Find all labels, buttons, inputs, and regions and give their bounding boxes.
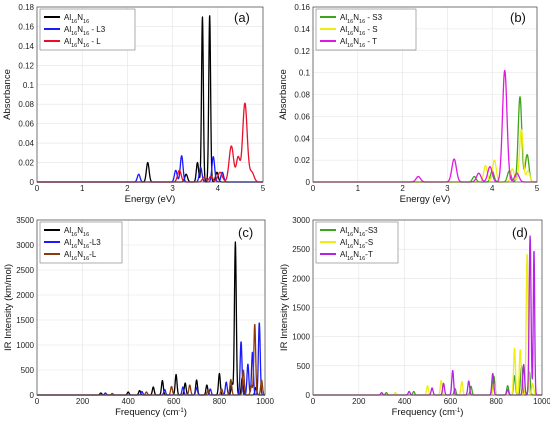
x-tick-label: 3 [445,184,450,193]
y-tick-label: 0.12 [18,61,34,70]
y-tick-label: 1000 [292,333,310,342]
x-tick-label: 1 [356,184,361,193]
y-tick-label: 2000 [292,274,310,283]
panel-tag: (c) [238,225,253,240]
x-tick-label: 400 [398,397,412,406]
y-tick-label: 0.18 [18,3,34,12]
y-tick-label: 0.06 [294,112,310,121]
x-tick-label: 5 [535,184,540,193]
y-tick-label: 2500 [292,245,310,254]
y-tick-label: 0.04 [18,139,34,148]
y-tick-label: 2000 [16,291,34,300]
y-tick-label: 0.16 [294,3,310,12]
x-tick-label: 4 [490,184,495,193]
y-axis-title: Absorbance [278,69,289,120]
x-tick-label: 200 [76,397,90,406]
x-tick-label: 800 [490,397,504,406]
x-axis-title: Frequency (cm-1) [392,407,464,418]
y-tick-label: 0.04 [294,134,310,143]
x-tick-label: 5 [261,184,266,193]
panel-a: 0 1 2 3 4 5 0 0.02 0.04 0.06 0.08 0.1 0.12 0.14 0.16 0.… [2,3,266,205]
y-axis-title: IR Intensity (km/mol) [279,264,290,351]
panel-tag: (a) [234,10,250,25]
panel-c: 0 200 400 600 800 1000 0 500 1000 1500 2000 2500 300… [3,216,274,418]
y-tick-label: 0.1 [299,69,311,78]
x-tick-label: 800 [213,397,227,406]
x-tick-label: 0 [35,184,40,193]
x-tick-label: 1000 [533,397,550,406]
y-tick-label: 0.14 [18,42,34,51]
panel-b: 0 1 2 3 4 5 0 0.02 0.04 0.06 0.08 0.1 0.12 0.14 0.16 En… [278,3,540,205]
legend-label: Al16N16 [64,226,89,238]
x-tick-label: 600 [444,397,458,406]
series-group [312,69,538,183]
x-tick-label: 1 [80,184,85,193]
y-tick-label: 0.06 [18,120,34,129]
y-axis-title: IR Intensity (km/mol) [3,264,14,351]
y-tick-label: 1500 [292,304,310,313]
y-axis-title: Absorbance [2,69,13,120]
y-tick-label: 0.08 [18,100,34,109]
panel-tag: (b) [510,10,526,25]
y-tick-label: 500 [21,366,35,375]
x-axis-title: Frequency (cm-1) [115,407,187,418]
x-tick-label: 4 [216,184,221,193]
series-group [36,241,266,396]
series-line-3 [36,324,266,396]
x-axis-title: Energy (eV) [125,194,176,205]
x-tick-label: 2 [400,184,405,193]
plot-frame [36,219,266,396]
plot-frame [36,6,264,183]
y-tick-label: 3000 [292,216,310,225]
series-line-2 [312,253,543,396]
series-line-1 [36,241,266,396]
series-line-2 [312,128,538,183]
x-tick-label: 0 [311,397,316,406]
x-tick-label: 2 [125,184,130,193]
y-tick-label: 0 [306,391,311,400]
y-tick-label: 0 [30,391,35,400]
series-line-2 [36,322,266,396]
plot-frame [312,6,538,183]
y-tick-label: 0.02 [294,156,310,165]
y-tick-label: 1500 [16,316,34,325]
panel-d: 0 200 400 600 800 1000 0 500 1000 1500 2000 2500 300… [279,216,550,418]
x-tick-label: 200 [352,397,366,406]
y-tick-label: 0.1 [23,81,35,90]
x-tick-label: 600 [167,397,181,406]
y-tick-label: 0.08 [294,91,310,100]
y-tick-label: 0 [306,178,311,187]
legend-label: Al16N16 [64,13,89,25]
y-tick-label: 0.02 [18,159,34,168]
series-line-1 [312,96,538,183]
y-tick-label: 1000 [16,341,34,350]
y-tick-label: 0.16 [18,22,34,31]
y-tick-label: 0 [30,178,35,187]
series-line-3 [36,102,264,183]
x-tick-label: 0 [35,397,40,406]
y-tick-label: 2500 [16,266,34,275]
y-tick-label: 500 [297,362,311,371]
x-axis-title: Energy (eV) [400,194,451,205]
series-line-3 [312,69,538,183]
plot-frame [312,219,543,396]
y-tick-label: 3000 [16,241,34,250]
x-tick-label: 0 [311,184,316,193]
panel-tag: (d) [512,225,528,240]
y-tick-label: 0.12 [294,47,310,56]
x-tick-label: 3 [170,184,175,193]
x-tick-label: 400 [122,397,136,406]
y-tick-label: 0.14 [294,25,310,34]
x-tick-label: 1000 [256,397,274,406]
y-tick-label: 3500 [16,216,34,225]
